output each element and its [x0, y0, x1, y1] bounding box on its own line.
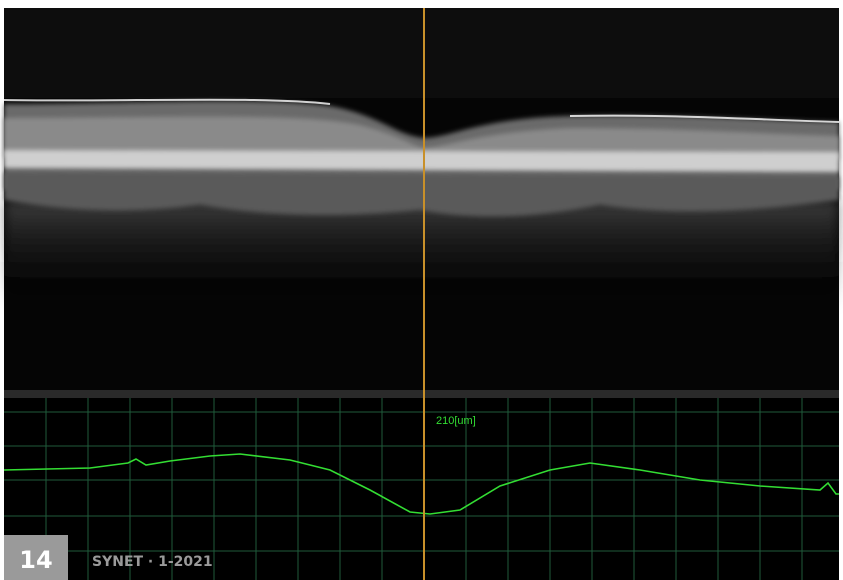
journal-name: SYNET · 1-2021 — [92, 554, 213, 570]
page-number: 14 — [19, 546, 52, 574]
page: 210[um] 14 SYNET · 1-2021 — [0, 0, 843, 580]
thickness-profile: 210[um] — [4, 398, 839, 580]
oct-scan — [4, 8, 839, 398]
image-label: 210[um] — [436, 415, 476, 427]
